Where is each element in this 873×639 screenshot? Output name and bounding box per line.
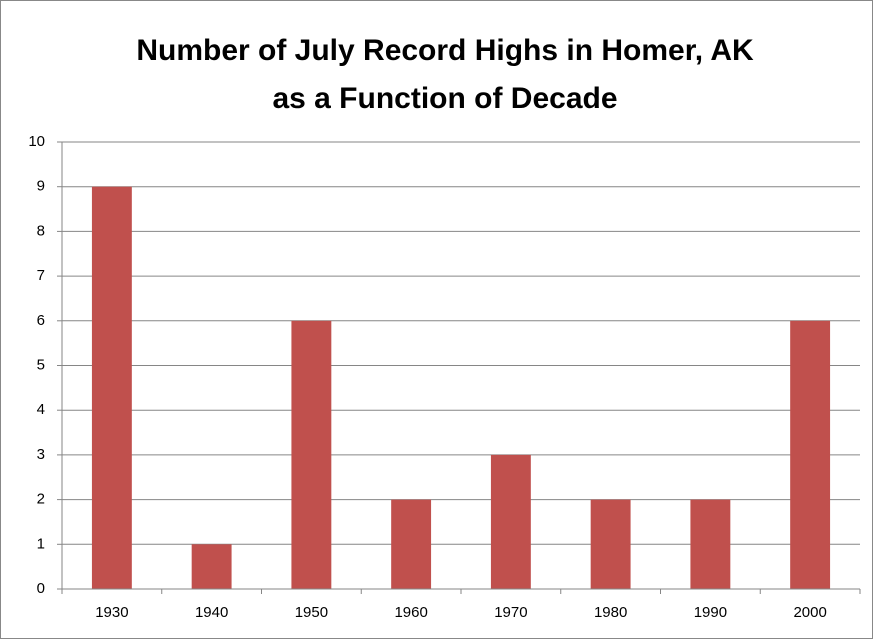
y-tick-label: 5 — [37, 356, 45, 373]
y-tick-label: 9 — [37, 178, 45, 195]
x-tick-label: 1990 — [694, 604, 727, 621]
bar — [790, 320, 831, 589]
y-tick-label: 2 — [37, 491, 45, 508]
chart-title: as a Function of Decade — [272, 82, 617, 115]
y-tick-label: 3 — [37, 446, 45, 463]
x-tick-label: 1930 — [95, 604, 128, 621]
y-tick-label: 10 — [28, 133, 45, 150]
bar — [490, 454, 531, 589]
chart-title: Number of July Record Highs in Homer, AK — [136, 34, 754, 67]
y-tick-label: 0 — [37, 580, 45, 597]
bar — [91, 186, 132, 589]
bar — [191, 544, 232, 589]
x-tick-label: 1950 — [295, 604, 328, 621]
y-tick-label: 7 — [37, 267, 45, 284]
x-tick-label: 2000 — [793, 604, 826, 621]
y-tick-label: 6 — [37, 312, 45, 329]
y-tick-label: 8 — [37, 222, 45, 239]
bar — [391, 499, 432, 589]
bar — [590, 499, 631, 589]
x-tick-label: 1980 — [594, 604, 627, 621]
x-tick-label: 1970 — [494, 604, 527, 621]
y-tick-label: 4 — [37, 401, 45, 418]
y-tick-label: 1 — [37, 535, 45, 552]
bar — [690, 499, 731, 589]
x-tick-label: 1960 — [394, 604, 427, 621]
x-tick-label: 1940 — [195, 604, 228, 621]
bar — [291, 320, 332, 589]
